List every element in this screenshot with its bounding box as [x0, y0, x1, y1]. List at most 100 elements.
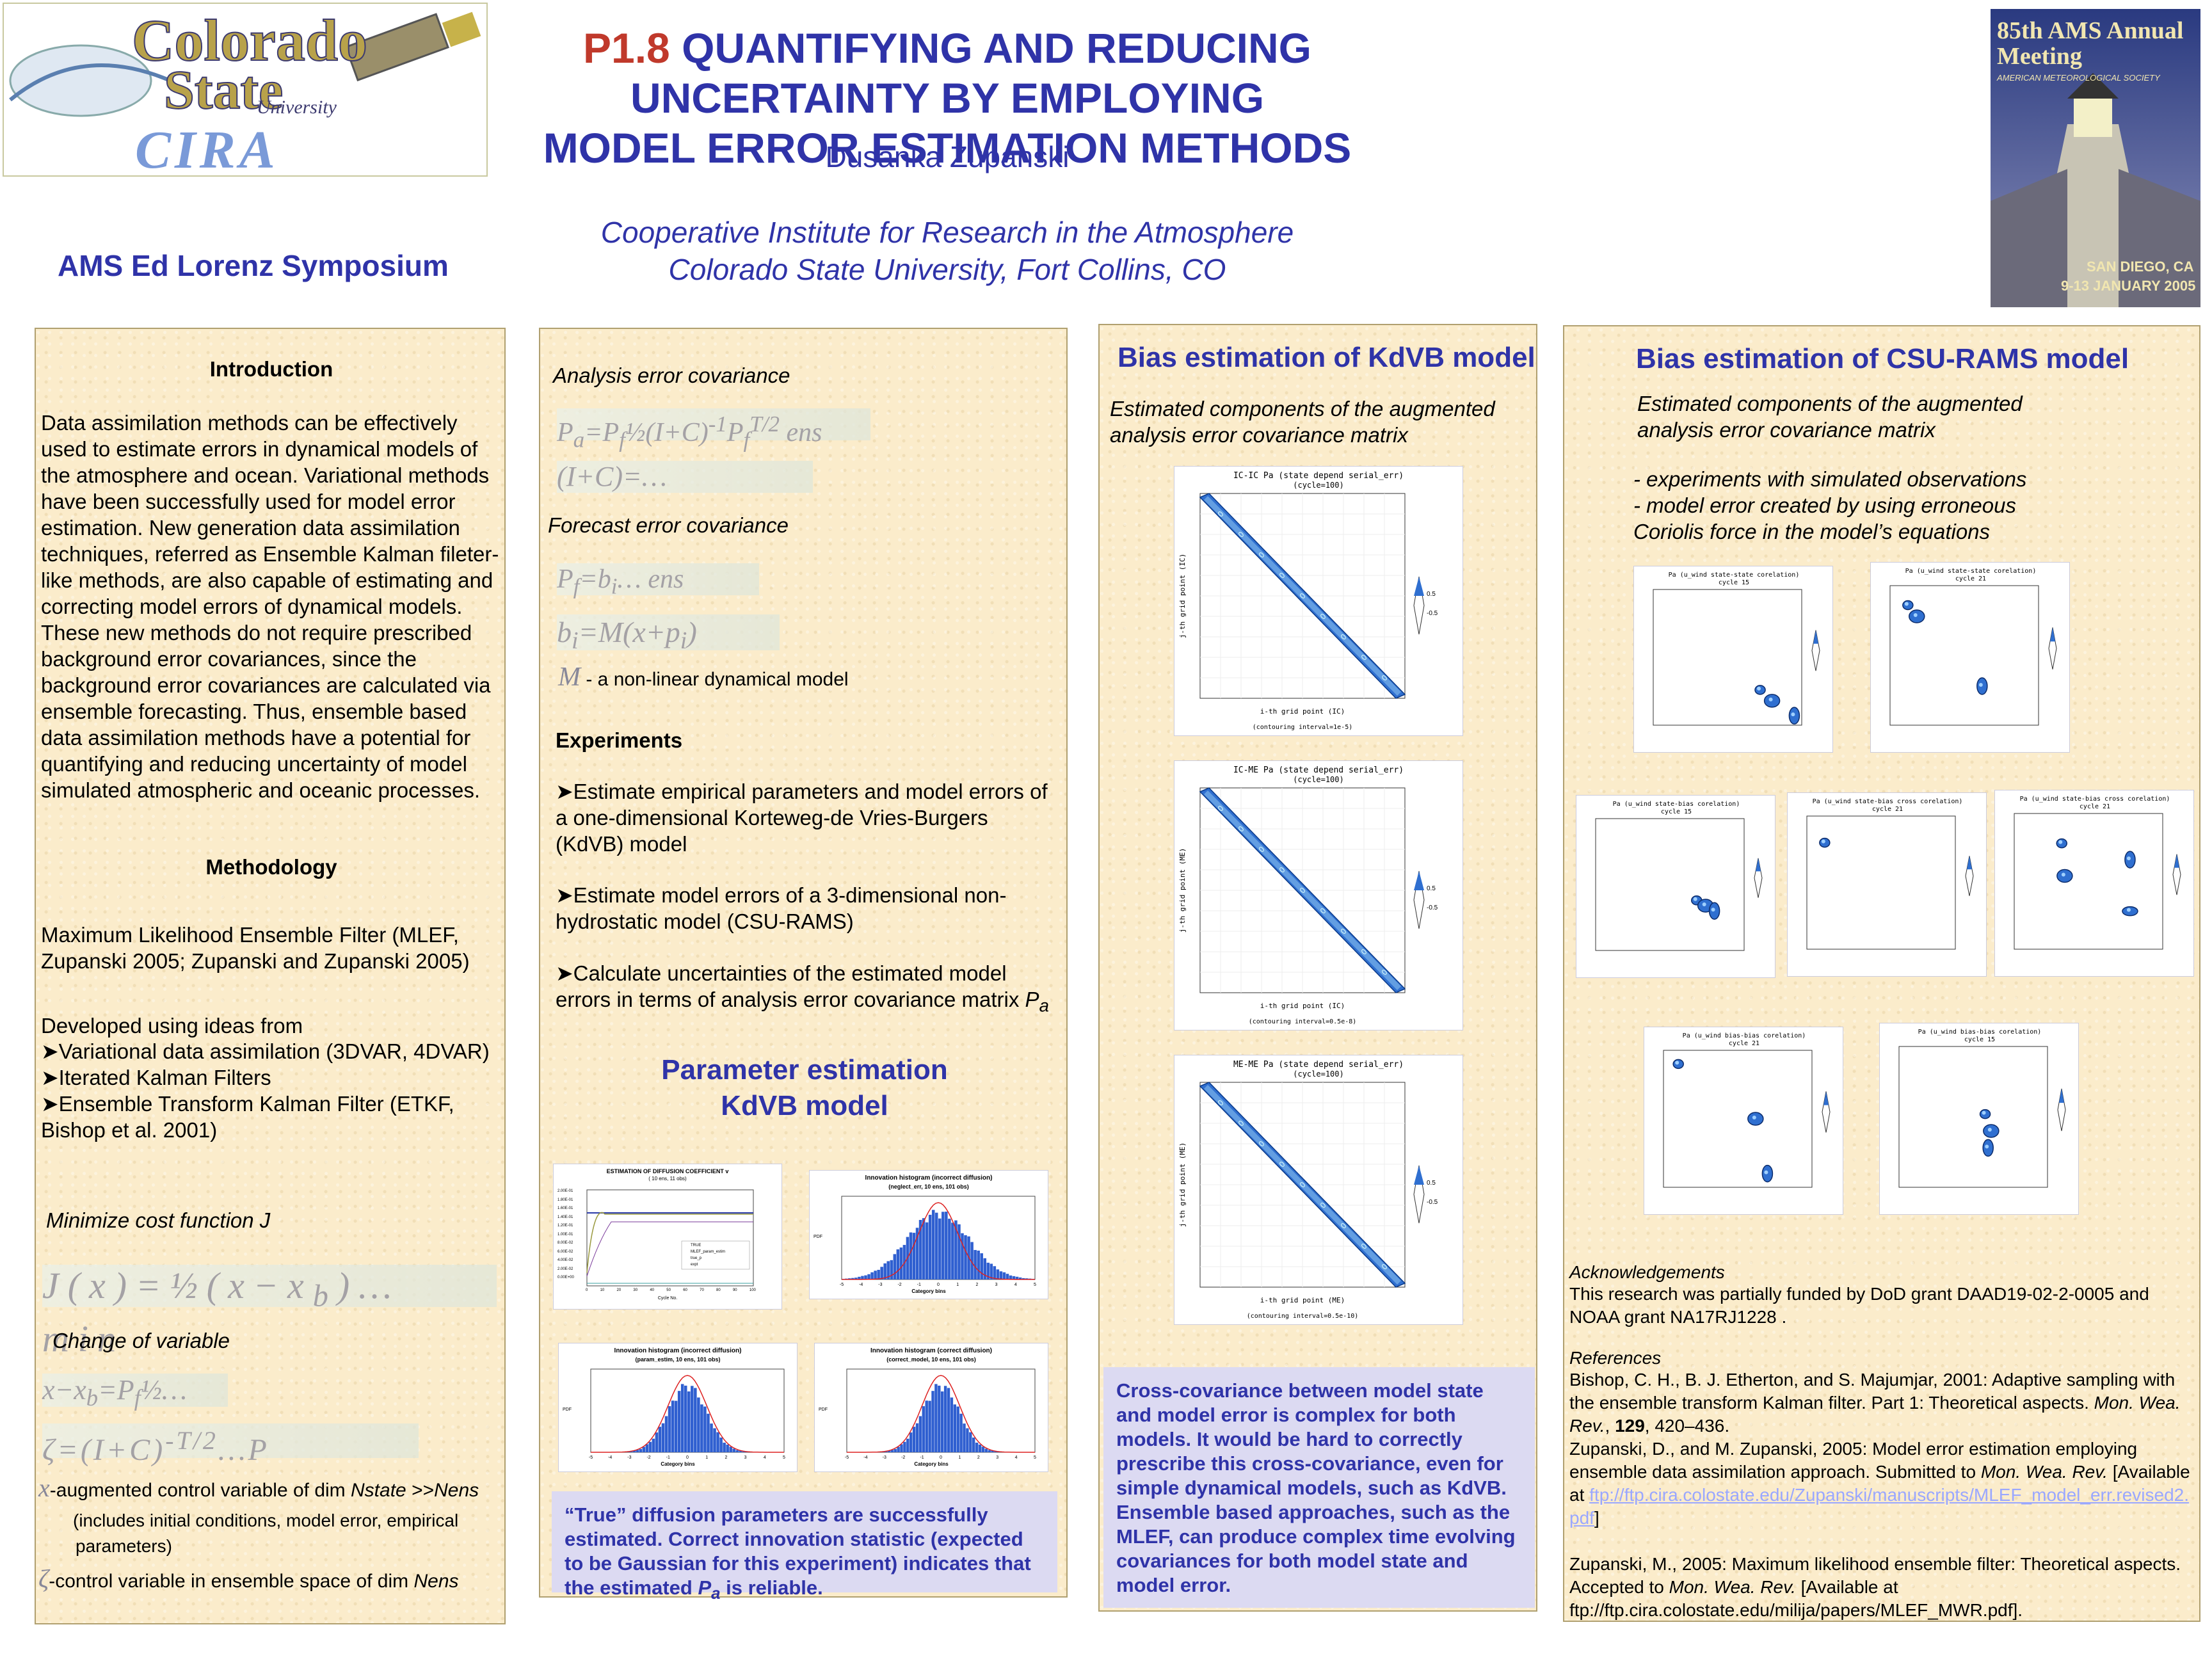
histogram-bar	[880, 1267, 883, 1279]
fig1-yticks: 2.00E-01 1.80E-01 1.60E-01 1.40E-01 1.20E-01…	[557, 1189, 574, 1279]
plot-subtitle: cycle 21	[2080, 803, 2110, 810]
hist-xtick: 3	[996, 1455, 998, 1460]
fig4-ylabel: PDF	[819, 1407, 828, 1412]
parameter-estimation-heading: Parameter estimation KdVB model	[661, 1054, 948, 1121]
histogram-bar	[978, 1444, 982, 1452]
csu-cira-logo: Colorado State University CIRA	[3, 3, 488, 180]
reference-1: Bishop, C. H., B. J. Etherton, and S. Ma…	[1569, 1370, 2181, 1436]
plot-title: ME-ME Pa (state depend serial_err)	[1233, 1060, 1404, 1070]
histogram-bar	[655, 1432, 659, 1452]
fig2-title: Innovation histogram (incorrect diffusio…	[865, 1174, 993, 1182]
fitted-curve	[847, 1375, 1035, 1453]
hist-xtick: 5	[1034, 1455, 1036, 1460]
hist-xtick: -3	[883, 1455, 886, 1460]
fitted-curve	[591, 1375, 784, 1453]
histogram-bar	[703, 1406, 707, 1452]
histogram-bar	[896, 1249, 900, 1279]
forecast-cov-equation2-image: bi=M(x+pi)	[557, 614, 780, 654]
hist-xtick: 4	[1014, 1283, 1017, 1287]
histogram-bar	[716, 1432, 719, 1452]
histogram-bar	[966, 1428, 969, 1452]
histogram-bar	[867, 1274, 870, 1279]
change-variable-equation-image: x−xb=Pf½…	[42, 1374, 228, 1411]
histogram-bar	[951, 1222, 954, 1279]
histogram-bar	[874, 1270, 877, 1279]
histogram-bar	[961, 1233, 964, 1279]
histogram-plot: -5 -4 -3 -2 -1 0 1 2 3 4 5	[845, 1368, 1036, 1460]
ideas-intro: Developed using ideas from	[41, 1014, 303, 1038]
histogram-bar	[890, 1260, 894, 1279]
plot-xlabel: i-th grid point (ME)	[1260, 1296, 1345, 1304]
histogram-bar	[969, 1432, 972, 1452]
legend-high: 0.5	[1427, 591, 1436, 598]
symposium-label: AMS Ed Lorenz Symposium	[58, 249, 449, 282]
fig2-ylabel: PDF	[813, 1235, 822, 1239]
histogram-bar	[893, 1254, 897, 1279]
plot-title: Pa (u_wind state-bias corelation)	[1613, 801, 1740, 808]
references-heading: References	[1569, 1348, 1662, 1368]
histogram-bar	[999, 1271, 1003, 1279]
poster-title: P1.8 QUANTIFYING AND REDUCING UNCERTAINT…	[499, 23, 1395, 173]
histogram-bar	[915, 1423, 919, 1452]
experiment-1: ➤Estimate empirical parameters and model…	[556, 780, 1048, 856]
histogram-bar	[864, 1275, 867, 1279]
fig3-title: Innovation histogram (incorrect diffusio…	[614, 1347, 742, 1354]
plot-ylabel: j-th grid point (ME)	[1178, 848, 1187, 933]
acknowledgements-text: This research was partially funded by Do…	[1569, 1284, 2149, 1327]
hist-xtick: 1	[705, 1455, 708, 1460]
histogram-bar	[950, 1397, 954, 1452]
histogram-bar	[972, 1437, 975, 1452]
histogram-bar	[687, 1391, 691, 1452]
histogram-bar	[948, 1219, 951, 1279]
kdvb-bias-caption: Cross-covariance between model state and…	[1103, 1367, 1535, 1608]
histogram-bar	[956, 1406, 959, 1452]
histogram-bar	[642, 1447, 646, 1452]
hist-xtick: 0	[937, 1283, 940, 1287]
methodology-heading: Methodology	[205, 855, 337, 879]
plot-subtitle: (cycle=100)	[1293, 775, 1343, 784]
histogram-bar	[938, 1218, 942, 1279]
histogram-bar	[947, 1388, 950, 1452]
plot-title: Pa (u_wind state-bias cross corelation)	[2020, 796, 2170, 803]
fig1-xticks: 0 10 20 30 40 50 60 70 80 90 100	[586, 1288, 756, 1292]
plot-subtitle: cycle 15	[1719, 579, 1749, 586]
histogram-bar	[742, 1451, 746, 1452]
ic-ic-covariance-plot: IC-IC Pa (state depend serial_err) (cycle…	[1174, 466, 1463, 736]
hist-xtick: -4	[608, 1455, 612, 1460]
fig3-xlabel: Category bins	[661, 1461, 695, 1467]
hist-xtick: 2	[725, 1455, 727, 1460]
histogram-bar	[887, 1450, 891, 1452]
hist-xtick: 5	[1034, 1283, 1036, 1287]
histogram-bar	[915, 1228, 919, 1279]
histogram-bar	[945, 1212, 948, 1279]
histogram-bar	[958, 1224, 961, 1279]
histogram-bar	[934, 1212, 938, 1279]
reference-2: Zupanski, D., and M. Zupanski, 2005: Mod…	[1569, 1439, 2190, 1528]
histogram-bar	[645, 1444, 649, 1452]
logo-university: University	[257, 97, 337, 118]
plot-subtitle: cycle 15	[1661, 808, 1692, 815]
poster-number: P1.8	[582, 24, 670, 72]
panel-covariance-experiments: Analysis error covariance Pa=Pf½(I+C)-1P…	[539, 328, 1068, 1603]
histogram-bar	[732, 1448, 735, 1452]
histogram-neglect-err: Innovation histogram (incorrect diffusio…	[809, 1170, 1048, 1299]
histogram-bar	[954, 1220, 958, 1279]
hist-xtick: -5	[589, 1455, 593, 1460]
histogram-bar	[964, 1235, 967, 1279]
reference-2-link[interactable]: ftp://ftp.cira.colostate.edu/Zupanski/ma…	[1569, 1485, 2190, 1528]
hist-xtick: 1	[958, 1455, 961, 1460]
title-line2: MODEL ERROR ESTIMATION METHODS	[543, 124, 1352, 172]
hist-xtick: -5	[840, 1283, 844, 1287]
plot-title: IC-IC Pa (state depend serial_err)	[1233, 471, 1404, 481]
histogram-bar	[851, 1278, 854, 1279]
histogram-bar	[713, 1428, 716, 1452]
rams-bullets: - experiments with simulated observation…	[1633, 467, 2027, 543]
fig1-legend: TRUE MLEF_param_estim true_p expt	[691, 1244, 726, 1267]
histogram-bar	[883, 1263, 886, 1279]
histogram-bar	[934, 1384, 938, 1452]
fig1-subtitle: ( 10 ens, 11 obs)	[648, 1176, 687, 1182]
histogram-bar	[922, 1218, 926, 1279]
histogram-bar	[648, 1441, 652, 1452]
histogram-bar	[739, 1450, 742, 1452]
plot-subtitle: cycle 15	[1964, 1036, 1995, 1043]
